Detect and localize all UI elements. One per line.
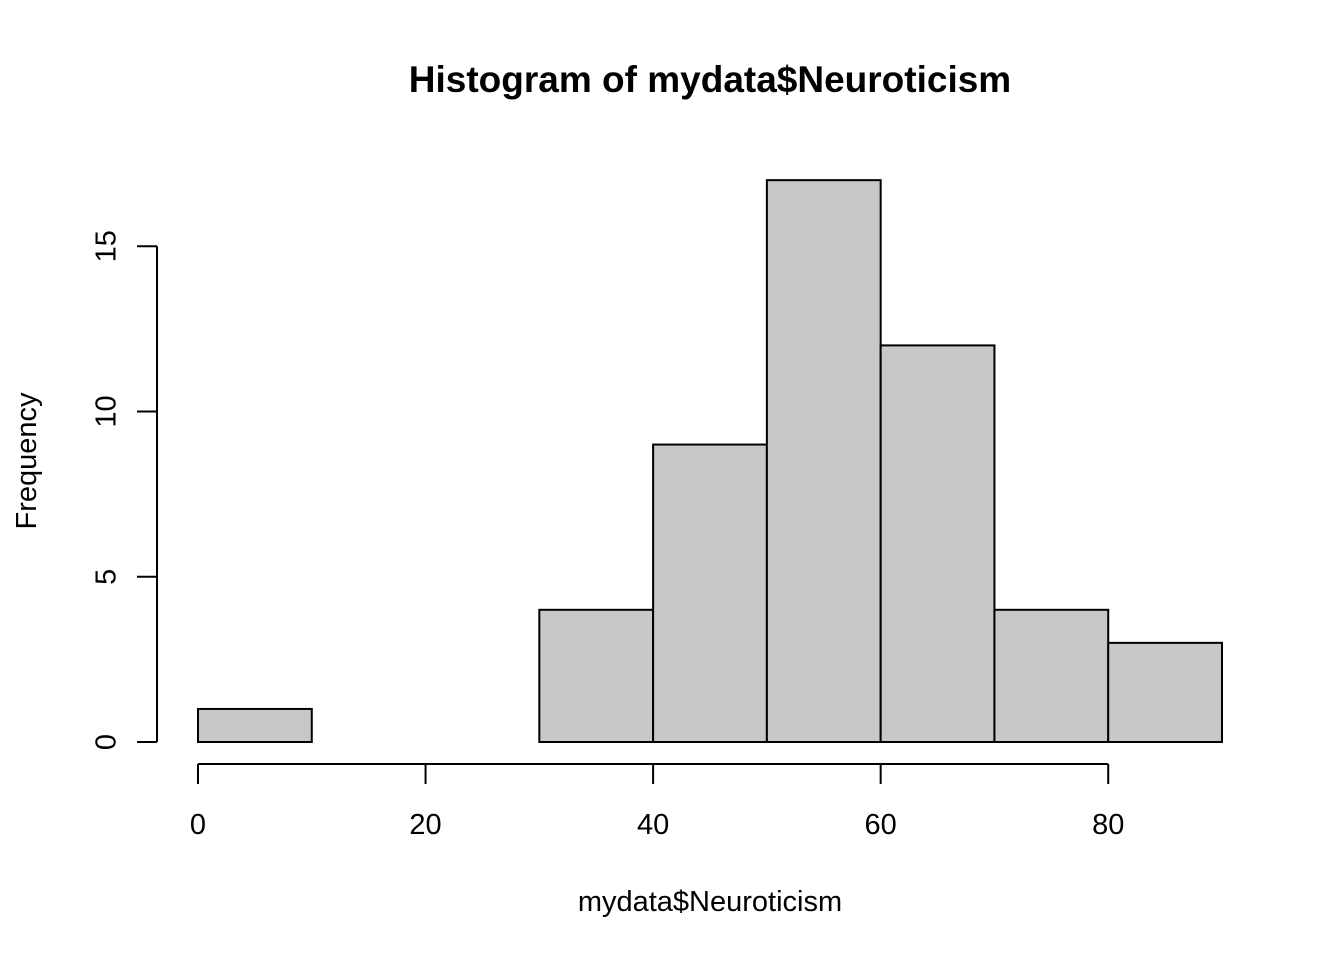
x-tick-label: 0 bbox=[190, 809, 206, 841]
bars-group bbox=[197, 179, 1223, 744]
y-axis-ticks: 0 5 10 15 bbox=[91, 230, 157, 750]
histogram-bar bbox=[765, 179, 882, 743]
histogram-bar bbox=[1107, 641, 1223, 743]
x-axis-ticks: 0 20 40 60 80 bbox=[190, 764, 1124, 841]
y-tick-label: 5 bbox=[91, 569, 123, 585]
y-tick-label: 10 bbox=[91, 395, 123, 427]
y-tick-label: 0 bbox=[91, 734, 123, 750]
x-tick-label: 60 bbox=[865, 809, 897, 841]
histogram-bar bbox=[197, 707, 313, 744]
x-axis-label: mydata$Neuroticism bbox=[578, 886, 842, 918]
histogram-bar bbox=[879, 344, 996, 743]
x-tick-label: 80 bbox=[1092, 809, 1124, 841]
x-tick-label: 40 bbox=[637, 809, 669, 841]
histogram-bar bbox=[993, 608, 1110, 743]
histogram-bar bbox=[652, 443, 768, 743]
y-axis-label: Frequency bbox=[11, 392, 43, 530]
chart-title: Histogram of mydata$Neuroticism bbox=[409, 59, 1011, 100]
x-tick-label: 20 bbox=[409, 809, 441, 841]
y-tick-label: 15 bbox=[91, 230, 123, 262]
histogram-bar bbox=[538, 608, 655, 743]
